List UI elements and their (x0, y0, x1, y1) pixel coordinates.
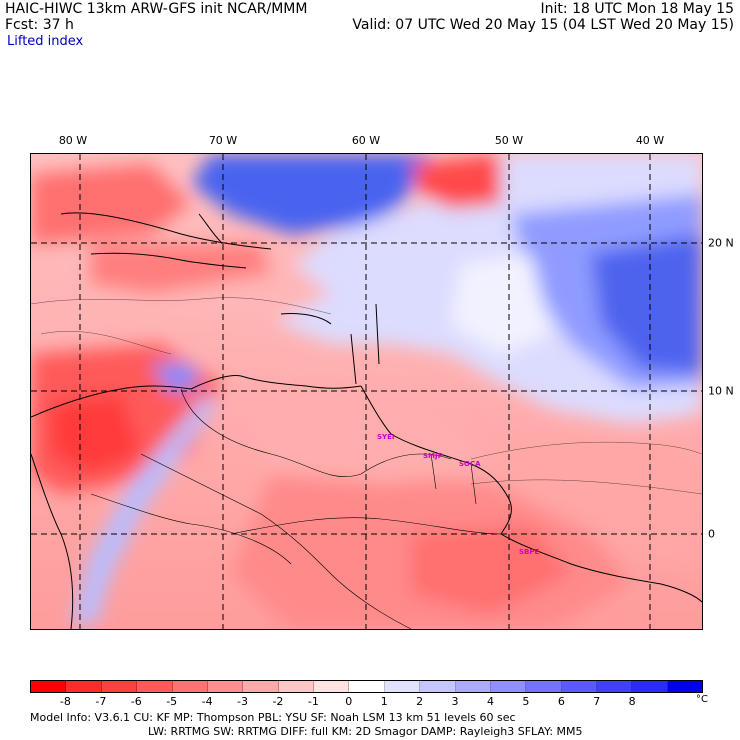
colorbar-swatch (420, 681, 456, 692)
station-sbpe: SBPE (519, 548, 540, 556)
colorbar-swatch (101, 681, 138, 692)
lon-label-70w: 70 W (208, 134, 238, 147)
colorbar-tick-label: 8 (628, 695, 636, 708)
lat-label-0: 0 (708, 527, 715, 541)
colorbar-swatch (667, 681, 703, 692)
colorbar-swatch (384, 681, 421, 692)
colorbar-tick-label: 0 (345, 695, 353, 708)
colorbar-swatch (243, 681, 279, 692)
lon-label-80w: 80 W (58, 134, 88, 147)
lon-label-40w: 40 W (635, 134, 665, 147)
model-info-line1: Model Info: V3.6.1 CU: KF MP: Thompson P… (30, 711, 516, 724)
colorbar-tick-label: 5 (522, 695, 530, 708)
colorbar-swatch (66, 681, 102, 692)
colorbar-swatch (31, 681, 67, 692)
colorbar-swatch (455, 681, 491, 692)
lat-label-10n: 10 N (708, 384, 734, 398)
lifted-index-map: SYEI SMJP SOCA SBPE (30, 153, 703, 630)
model-title: HAIC-HIWC 13km ARW-GFS init NCAR/MMM (5, 1, 308, 17)
colorbar-swatch (490, 681, 527, 692)
colorbar-tick-label: 4 (486, 695, 494, 708)
colorbar-swatch (137, 681, 173, 692)
station-soca: SOCA (459, 460, 481, 468)
colorbar-tick-label: 2 (416, 695, 424, 708)
valid-time: Valid: 07 UTC Wed 20 May 15 (04 LST Wed … (352, 17, 734, 33)
colorbar-tick-label: -6 (130, 695, 142, 708)
colorbar-tick-label: 3 (451, 695, 459, 708)
station-smjp: SMJP (423, 452, 443, 460)
colorbar (30, 680, 703, 693)
colorbar-swatch (632, 681, 668, 692)
forecast-hour: Fcst: 37 h (5, 17, 74, 33)
colorbar-tick-label: -1 (307, 695, 319, 708)
field-name: Lifted index (7, 34, 84, 49)
colorbar-tick-label: -8 (59, 695, 71, 708)
colorbar-tick-label: -3 (237, 695, 248, 708)
colorbar-tick-label: 1 (380, 695, 388, 708)
colorbar-tick-label: 7 (593, 695, 601, 708)
colorbar-swatch (349, 681, 385, 692)
colorbar-tick-label: 6 (557, 695, 565, 708)
model-info-line2: LW: RRTMG SW: RRTMG DIFF: full KM: 2D Sm… (148, 725, 583, 738)
colorbar-unit: °C (696, 694, 708, 705)
colorbar-tick-label: -5 (166, 695, 178, 708)
colorbar-swatch (561, 681, 597, 692)
init-time: Init: 18 UTC Mon 18 May 15 (540, 1, 734, 17)
colorbar-swatch (597, 681, 633, 692)
lon-label-50w: 50 W (494, 134, 524, 147)
colorbar-tick-label: -4 (201, 695, 213, 708)
lat-label-20n: 20 N (708, 236, 734, 250)
colorbar-tick-label: -7 (95, 695, 107, 708)
colorbar-swatch (172, 681, 208, 692)
colorbar-swatch (278, 681, 314, 692)
lon-label-60w: 60 W (351, 134, 381, 147)
colorbar-swatch (526, 681, 562, 692)
colorbar-swatch (314, 681, 350, 692)
station-syei: SYEI (377, 433, 395, 441)
colorbar-swatch (207, 681, 244, 692)
colorbar-tick-label: -2 (272, 695, 284, 708)
